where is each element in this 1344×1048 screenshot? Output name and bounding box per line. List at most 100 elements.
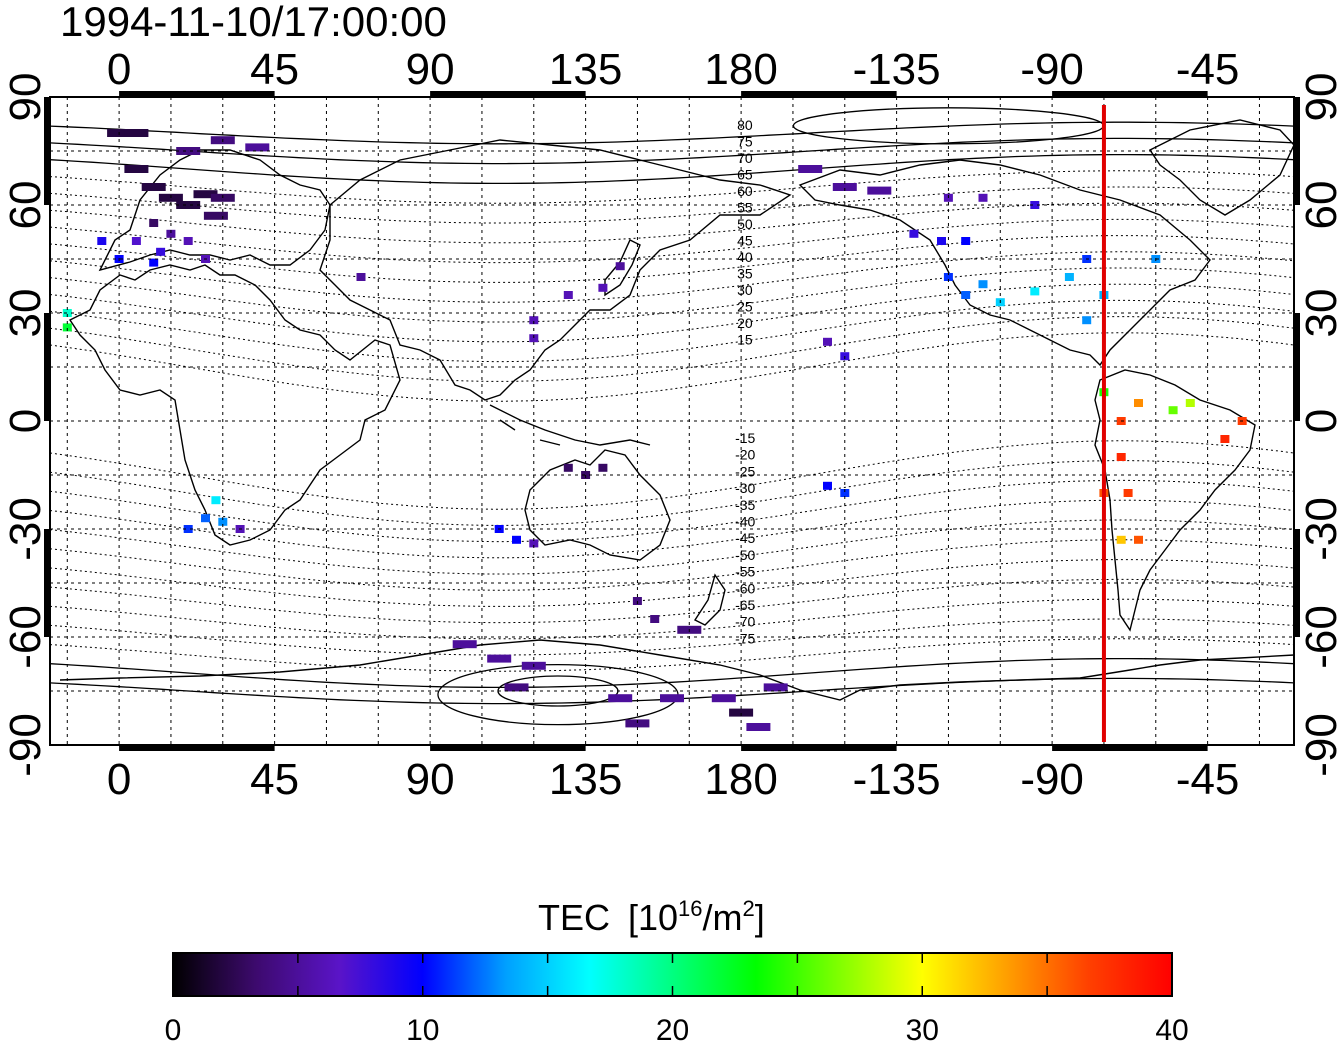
tec-cell	[1030, 287, 1040, 296]
tec-cell	[978, 280, 988, 289]
tec-cell	[203, 211, 228, 220]
contour-label: 70	[737, 150, 753, 166]
contour-label: -40	[735, 514, 755, 530]
tec-cell	[504, 683, 529, 692]
contour-label: -25	[735, 463, 755, 479]
tec-cell	[746, 723, 771, 731]
tec-cell	[798, 165, 823, 173]
bottom-lon-labels: 0 45 90 135 180 -135 -90 -45	[107, 755, 1240, 804]
colorbar-tick-label: 30	[906, 1014, 939, 1047]
tec-cell	[62, 323, 72, 332]
geomagnetic-contour	[50, 283, 1294, 343]
colorbar-tick-label: 10	[406, 1014, 439, 1047]
axis-bar-segment	[119, 745, 275, 751]
geomagnetic-contour	[50, 578, 1294, 624]
lon-tick-label: -90	[1020, 755, 1084, 804]
colorbar: TEC [1016/m2] 0 10 20 30 40	[165, 896, 1189, 1047]
right-lat-labels: 90 60 30 0 -30 -60 -90	[1297, 73, 1344, 777]
left-lat-labels: 90 60 30 0 -30 -60 -90	[1, 73, 50, 777]
lat-tick-label: 90	[1, 73, 50, 122]
coast-japan	[604, 239, 641, 297]
lon-tick-label: -45	[1176, 45, 1240, 94]
axis-bar-segment	[1052, 91, 1208, 97]
axis-bar-segment	[44, 529, 50, 637]
lon-tick-label: 90	[406, 45, 455, 94]
contour-label: 25	[737, 299, 753, 315]
coast-new-zealand	[693, 573, 726, 626]
contour-label: 75	[737, 134, 753, 150]
tec-cell	[909, 229, 919, 238]
tec-cell	[1116, 453, 1126, 461]
geomagnetic-contour	[50, 460, 1294, 526]
tec-cell	[1185, 399, 1195, 407]
lat-tick-label: 30	[1297, 289, 1344, 338]
lat-tick-label: 60	[1, 181, 50, 230]
geomagnetic-contour	[50, 153, 1294, 185]
coast-australia	[524, 449, 671, 561]
axis-bar-segment	[1294, 97, 1300, 205]
coast-south-america	[1094, 369, 1256, 632]
tec-cell	[149, 258, 159, 267]
axis-bar-segment	[430, 91, 586, 97]
axis-bar-segment	[1294, 313, 1300, 421]
geomagnetic-contour	[50, 332, 1294, 402]
contour-label: -50	[735, 547, 755, 563]
lon-tick-label: 0	[107, 45, 131, 94]
lat-tick-label: -30	[1297, 497, 1344, 561]
coastlines	[59, 119, 1294, 701]
tec-cell	[356, 273, 366, 281]
tec-cell	[201, 514, 210, 523]
tec-cell	[529, 539, 539, 548]
contour-label: 45	[737, 233, 753, 249]
top-lon-labels: 0 45 90 135 180 -135 -90 -45	[107, 45, 1240, 94]
lon-tick-label: 135	[549, 45, 622, 94]
axis-bar-segment	[1294, 529, 1300, 637]
tec-cell	[512, 535, 521, 544]
lon-tick-label: 45	[250, 45, 299, 94]
contour-label: 65	[737, 167, 753, 183]
contour-label: 80	[737, 117, 753, 133]
coast-antarctica	[59, 639, 1294, 701]
geomagnetic-contour	[50, 299, 1294, 363]
contour-label: -35	[735, 497, 755, 513]
tec-cell	[1082, 316, 1092, 325]
lat-tick-label: -90	[1297, 713, 1344, 777]
lon-tick-label: -135	[853, 755, 941, 804]
tec-cell	[183, 237, 193, 245]
tec-cell	[141, 183, 166, 191]
figure-title: 1994-11-10/17:00:00	[60, 0, 447, 45]
geomagnetic-contour	[50, 559, 1294, 607]
contour-label: 15	[737, 332, 753, 348]
tec-cell	[166, 229, 176, 238]
lat-tick-label: -90	[1, 713, 50, 777]
contour-label: -60	[735, 580, 755, 596]
lat-tick-label: 60	[1297, 181, 1344, 230]
tec-cell	[608, 694, 633, 703]
tec-cell	[124, 129, 149, 137]
tec-cell	[832, 183, 857, 191]
geomagnetic-contour	[50, 218, 1294, 264]
lon-tick-label: 45	[250, 755, 299, 804]
lon-tick-label: -135	[853, 45, 941, 94]
axis-bar-segment	[1052, 745, 1208, 751]
geomagnetic-contour	[50, 657, 1294, 689]
geomagnetic-contour	[50, 479, 1294, 543]
contour-label: 40	[737, 249, 753, 265]
geomagnetic-contour	[50, 316, 1294, 382]
tec-cell	[823, 337, 832, 346]
tec-cell	[563, 463, 573, 472]
tec-cell	[97, 237, 107, 245]
axis-bar-segment	[430, 745, 586, 751]
lat-tick-label: 0	[1297, 409, 1344, 433]
contour-label: -55	[735, 564, 755, 580]
axis-bar-segment	[44, 97, 50, 205]
tec-cell	[625, 719, 650, 728]
tec-cell	[1134, 535, 1143, 544]
tec-cell	[711, 694, 736, 703]
tec-cell	[937, 237, 946, 245]
colorbar-tick-label: 20	[656, 1014, 689, 1047]
lat-tick-label: -60	[1297, 605, 1344, 669]
axis-bar-segment	[44, 313, 50, 421]
lat-tick-label: -60	[1, 605, 50, 669]
